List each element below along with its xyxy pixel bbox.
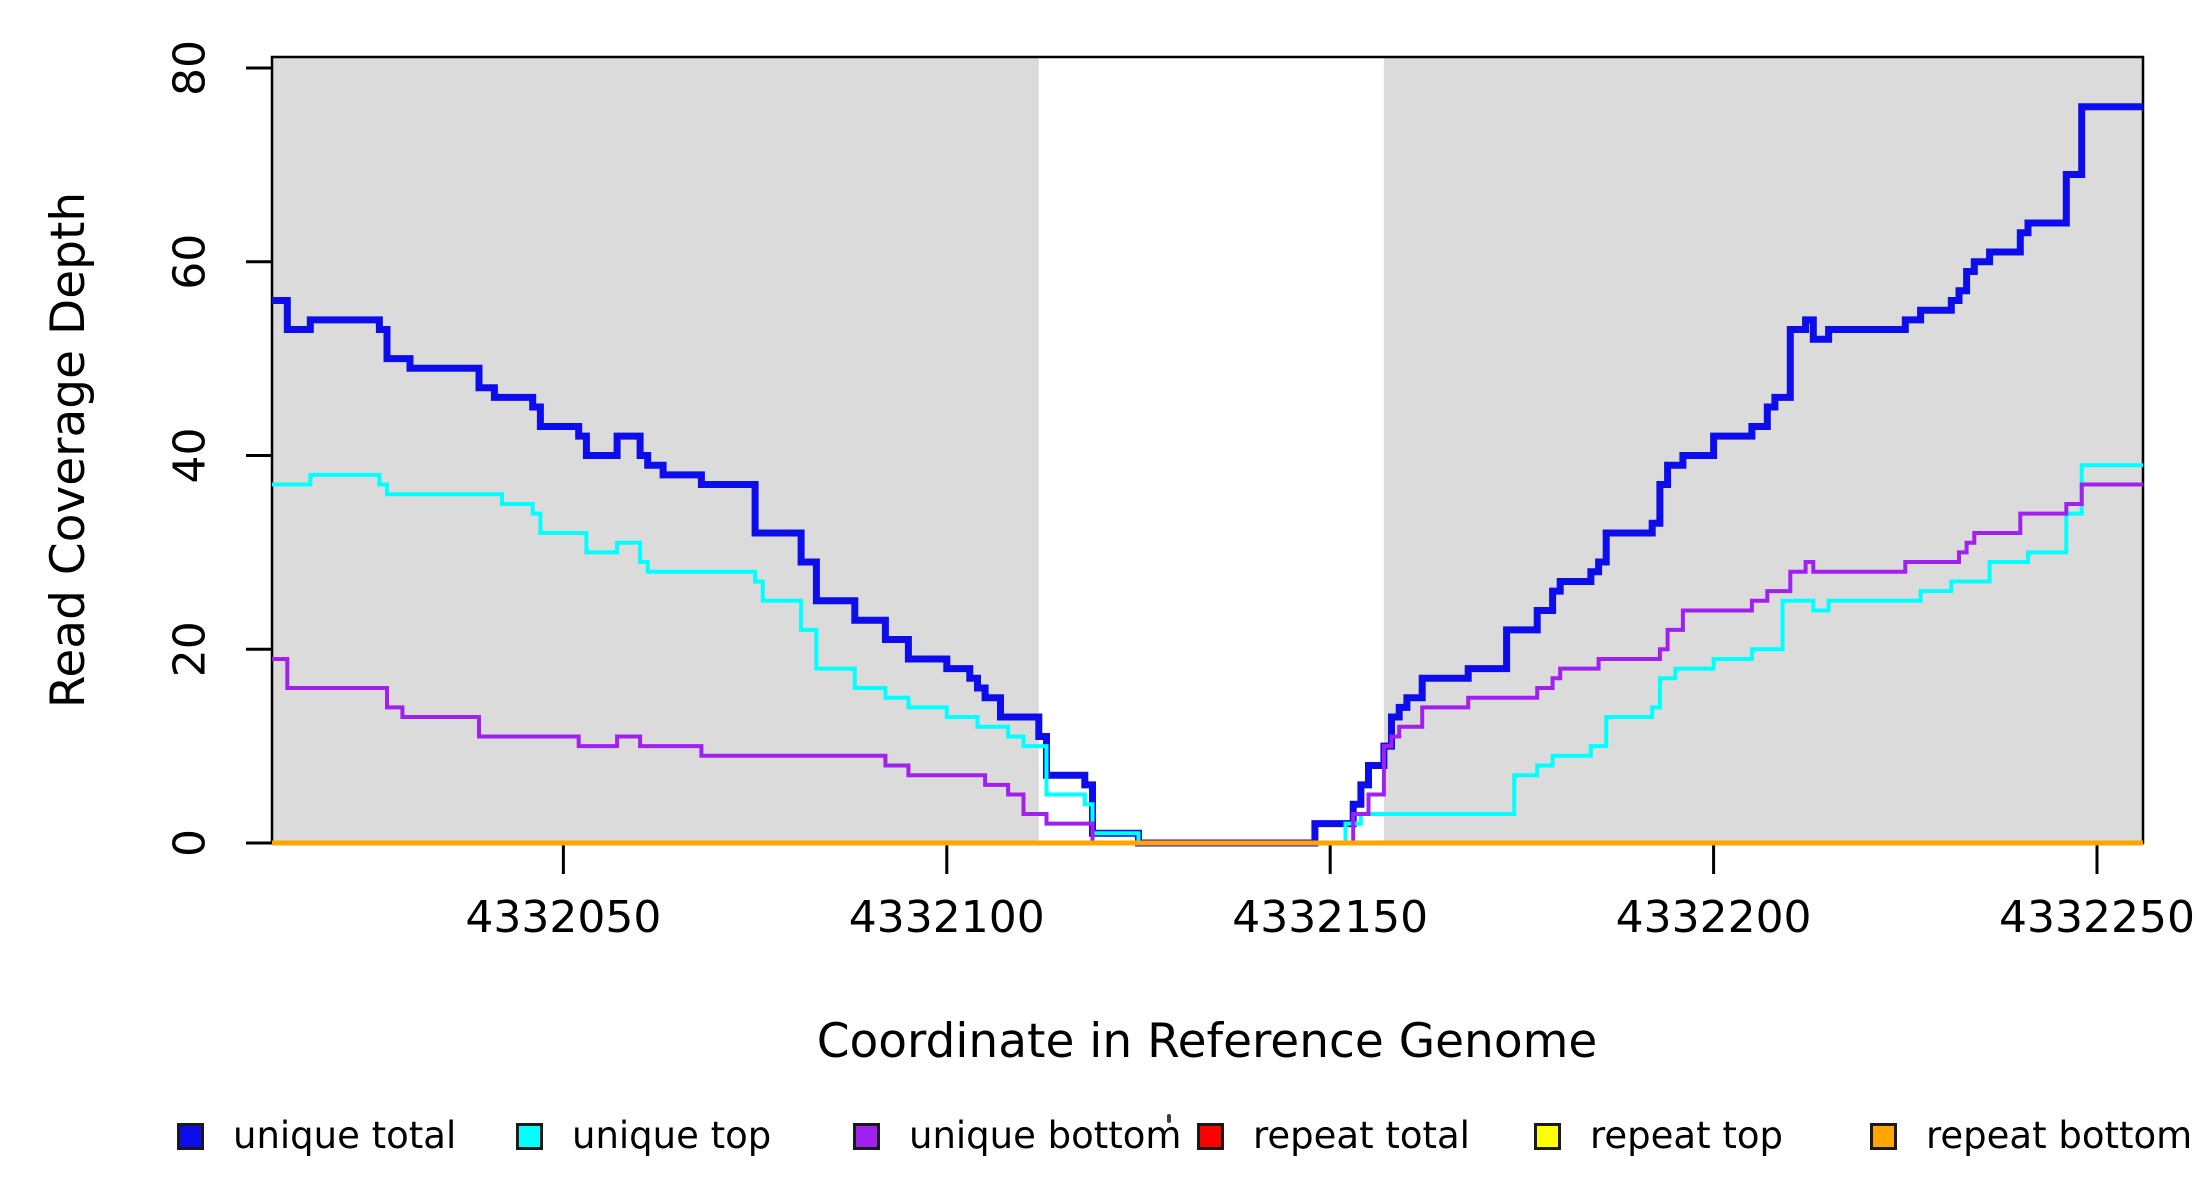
x-tick-label: 4332200 bbox=[1616, 892, 1812, 943]
legend-swatch-unique-bottom bbox=[853, 1122, 880, 1150]
legend-item-repeat-bottom: repeat bottom bbox=[1870, 1108, 2192, 1164]
legend-item-repeat-total: repeat total bbox=[1197, 1108, 1470, 1164]
legend-item-repeat-top: repeat top bbox=[1534, 1108, 1783, 1164]
x-tick-label: 4332100 bbox=[849, 892, 1045, 943]
series-layer bbox=[272, 103, 2143, 847]
x-tick-label: 4332250 bbox=[1999, 892, 2195, 943]
axes-layer: 0 20 40 60 80 4332050 4332100 4332150 4332200 433… bbox=[165, 40, 2195, 943]
x-tick-label: 4332150 bbox=[1232, 892, 1428, 943]
legend-label: unique bottom bbox=[909, 1114, 1182, 1157]
y-tick-label: 40 bbox=[165, 428, 216, 484]
legend-swatch-unique-top bbox=[516, 1122, 543, 1150]
legend-label: unique top bbox=[572, 1114, 772, 1157]
y-axis-title: Read Coverage Depth bbox=[41, 192, 96, 708]
shaded-regions-layer bbox=[272, 57, 2143, 843]
series-unique-top bbox=[272, 463, 2143, 845]
y-tick-label: 60 bbox=[165, 234, 216, 290]
legend-swatch-repeat-bottom bbox=[1870, 1122, 1897, 1150]
y-tick-label: 20 bbox=[165, 621, 216, 677]
legend-label: repeat top bbox=[1590, 1114, 1783, 1157]
y-tick-label: 80 bbox=[165, 40, 216, 96]
legend: unique total unique top unique bottom repea… bbox=[0, 1108, 2200, 1168]
legend-item-unique-total: unique total bbox=[177, 1108, 456, 1164]
legend-swatch-unique-total bbox=[177, 1122, 204, 1150]
legend-stray-dot bbox=[1167, 1114, 1171, 1123]
legend-label: repeat total bbox=[1253, 1114, 1470, 1157]
legend-swatch-repeat-total bbox=[1197, 1122, 1224, 1150]
right-shaded-region bbox=[1383, 57, 2143, 843]
legend-item-unique-bottom: unique bottom bbox=[853, 1108, 1181, 1164]
series-unique-bottom bbox=[272, 482, 2143, 845]
legend-label: repeat bottom bbox=[1926, 1114, 2193, 1157]
legend-label: unique total bbox=[233, 1114, 457, 1157]
y-tick-label: 0 bbox=[165, 829, 216, 857]
left-shaded-region bbox=[272, 57, 1039, 843]
x-axis-title: Coordinate in Reference Genome bbox=[817, 1014, 1598, 1069]
series-unique-total bbox=[272, 103, 2143, 847]
x-tick-label: 4332050 bbox=[465, 892, 661, 943]
legend-item-unique-top: unique top bbox=[516, 1108, 771, 1164]
legend-swatch-repeat-top bbox=[1534, 1122, 1561, 1150]
